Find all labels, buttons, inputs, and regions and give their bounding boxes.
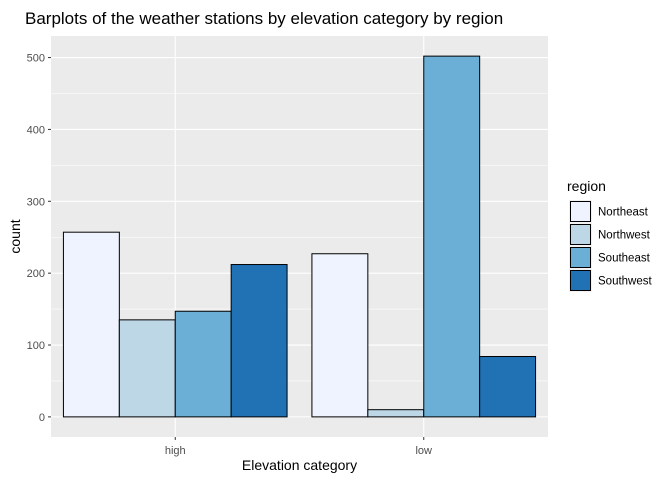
y-axis-title: count	[7, 219, 23, 253]
legend: region Northeast Northwest Southeast Southw…	[567, 178, 653, 292]
bar-northeast-low	[311, 253, 369, 418]
legend-swatch-southeast	[570, 247, 591, 268]
legend-label-northwest: Northwest	[598, 230, 651, 242]
x-axis-title: Elevation category	[242, 457, 357, 473]
bar-northwest-low	[367, 409, 425, 418]
legend-title: region	[567, 178, 606, 194]
chart-title: Barplots of the weather stations by elev…	[25, 9, 503, 28]
bar-southwest-high	[230, 264, 288, 418]
bar-southwest-low	[479, 356, 537, 418]
y-tick-label: 500	[27, 53, 45, 65]
x-tick-label: high	[165, 445, 186, 457]
bar-northeast-high	[62, 231, 120, 418]
x-axis: high low	[165, 437, 432, 457]
legend-label-southwest: Southwest	[598, 276, 653, 288]
legend-swatch-northwest	[570, 224, 591, 245]
legend-swatch-northeast	[570, 201, 591, 222]
x-tick-label: low	[415, 445, 432, 457]
legend-label-southeast: Southeast	[598, 253, 651, 265]
y-tick-label: 0	[39, 412, 45, 424]
y-tick-label: 100	[27, 340, 45, 352]
y-tick-label: 300	[27, 196, 45, 208]
legend-label-northeast: Northeast	[598, 207, 649, 219]
bars	[62, 55, 537, 418]
bar-northwest-high	[118, 319, 176, 418]
y-tick-label: 200	[27, 268, 45, 280]
y-axis: 0 100 200 300 400 500	[27, 53, 51, 424]
y-tick-label: 400	[27, 124, 45, 136]
bar-southeast-low	[423, 55, 481, 418]
legend-swatch-southwest	[570, 270, 591, 291]
bar-southeast-high	[174, 310, 232, 418]
